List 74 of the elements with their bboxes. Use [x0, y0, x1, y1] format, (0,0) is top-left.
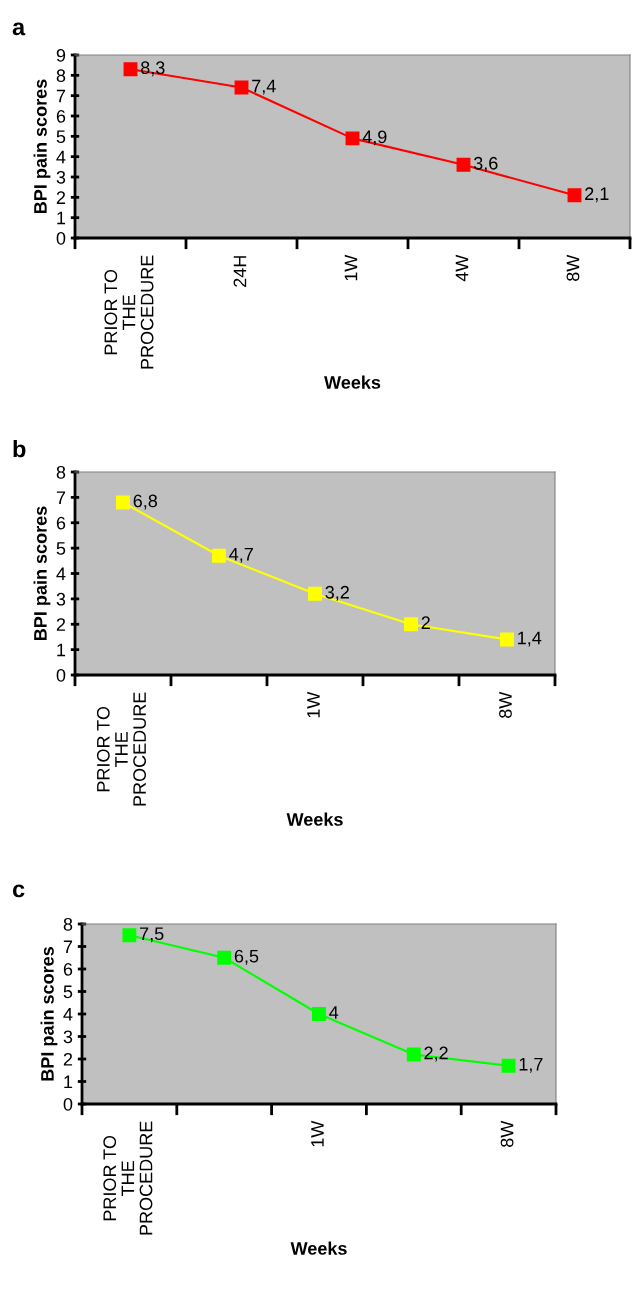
y-tick-label: 6 [56, 516, 66, 530]
y-tick-label: 5 [56, 542, 66, 555]
data-label: 1,4 [518, 631, 542, 647]
point [567, 188, 582, 203]
point [116, 495, 130, 510]
point [308, 586, 322, 601]
data-label: 6,8 [133, 494, 158, 510]
y-tick-label: 5 [56, 130, 66, 144]
y-tick-label: 6 [63, 962, 73, 976]
y-tick-label: 0 [63, 1097, 73, 1111]
y-tick-label: 1 [57, 643, 66, 657]
point [122, 928, 137, 943]
data-label: 6,5 [234, 949, 259, 965]
y-tick-label: 2 [63, 1052, 73, 1066]
data-label: 7,4 [252, 79, 276, 95]
x-tick-label: 1W [344, 254, 358, 281]
y-tick-label: 8 [56, 465, 66, 479]
y-tick-label: 4 [56, 150, 66, 164]
data-label: 2,1 [585, 187, 609, 203]
x-tick-label: 4W [455, 254, 469, 282]
y-tick-label: 0 [56, 231, 66, 245]
y-tick-label: 4 [63, 1008, 73, 1021]
y-axis-title: BPI pain scores [33, 506, 51, 641]
x-tick-label: PRIOR TO THE PROCEDURE [104, 255, 154, 369]
x-tick-label: PRIOR TO THE PROCEDURE [96, 692, 146, 806]
data-label: 3,2 [325, 585, 349, 601]
data-label: 7,5 [140, 927, 164, 943]
y-tick-label: 5 [63, 985, 73, 999]
y-tick-label: 8 [63, 917, 73, 931]
data-label: 4,7 [229, 547, 253, 563]
point [404, 617, 418, 632]
x-tick-label: 8W [499, 691, 512, 718]
x-tick-label: 1W [311, 1120, 324, 1147]
point [500, 632, 514, 647]
y-tick-label: 1 [57, 211, 66, 225]
y-tick-label: 4 [56, 567, 66, 581]
point [345, 131, 360, 146]
chart-title: b [13, 440, 26, 458]
y-tick-label: 7 [56, 89, 66, 103]
x-tick-label: 24H [233, 256, 247, 287]
x-tick-label: 8W [500, 1120, 514, 1147]
x-axis-title: Weeks [286, 812, 343, 826]
y-tick-label: 2 [56, 191, 66, 204]
data-label: 4,9 [362, 130, 387, 146]
y-tick-label: 3 [56, 592, 66, 606]
x-tick-label: PRIOR TO THE PROCEDURE [103, 1121, 153, 1235]
point [501, 1058, 516, 1073]
chart-title: a [12, 22, 26, 36]
y-tick-label: 3 [56, 170, 66, 184]
point [406, 1047, 421, 1062]
y-tick-label: 8 [56, 69, 66, 83]
point [456, 157, 471, 172]
point [212, 548, 226, 563]
data-label: 1,7 [519, 1058, 543, 1073]
data-label: 4 [329, 1006, 339, 1019]
data-label: 3,6 [473, 156, 498, 172]
y-tick-label: 9 [56, 48, 66, 62]
x-axis-title: Weeks [324, 375, 381, 389]
point [312, 1007, 326, 1021]
y-tick-label: 6 [56, 109, 66, 123]
point [123, 62, 138, 77]
y-axis-title: BPI pain scores [40, 947, 58, 1081]
point [217, 950, 232, 965]
y-tick-label: 7 [63, 940, 73, 954]
y-tick-label: 1 [64, 1075, 73, 1089]
y-tick-label: 2 [56, 618, 66, 631]
y-tick-label: 3 [63, 1030, 73, 1044]
y-tick-label: 7 [56, 491, 66, 504]
x-tick-label: 1W [307, 691, 320, 718]
chart-title: c [12, 884, 25, 898]
y-tick-label: 0 [56, 668, 66, 682]
y-axis-title: BPI pain scores [33, 79, 51, 214]
x-axis-title: Weeks [290, 1241, 347, 1255]
x-tick-label: 8W [566, 254, 580, 281]
